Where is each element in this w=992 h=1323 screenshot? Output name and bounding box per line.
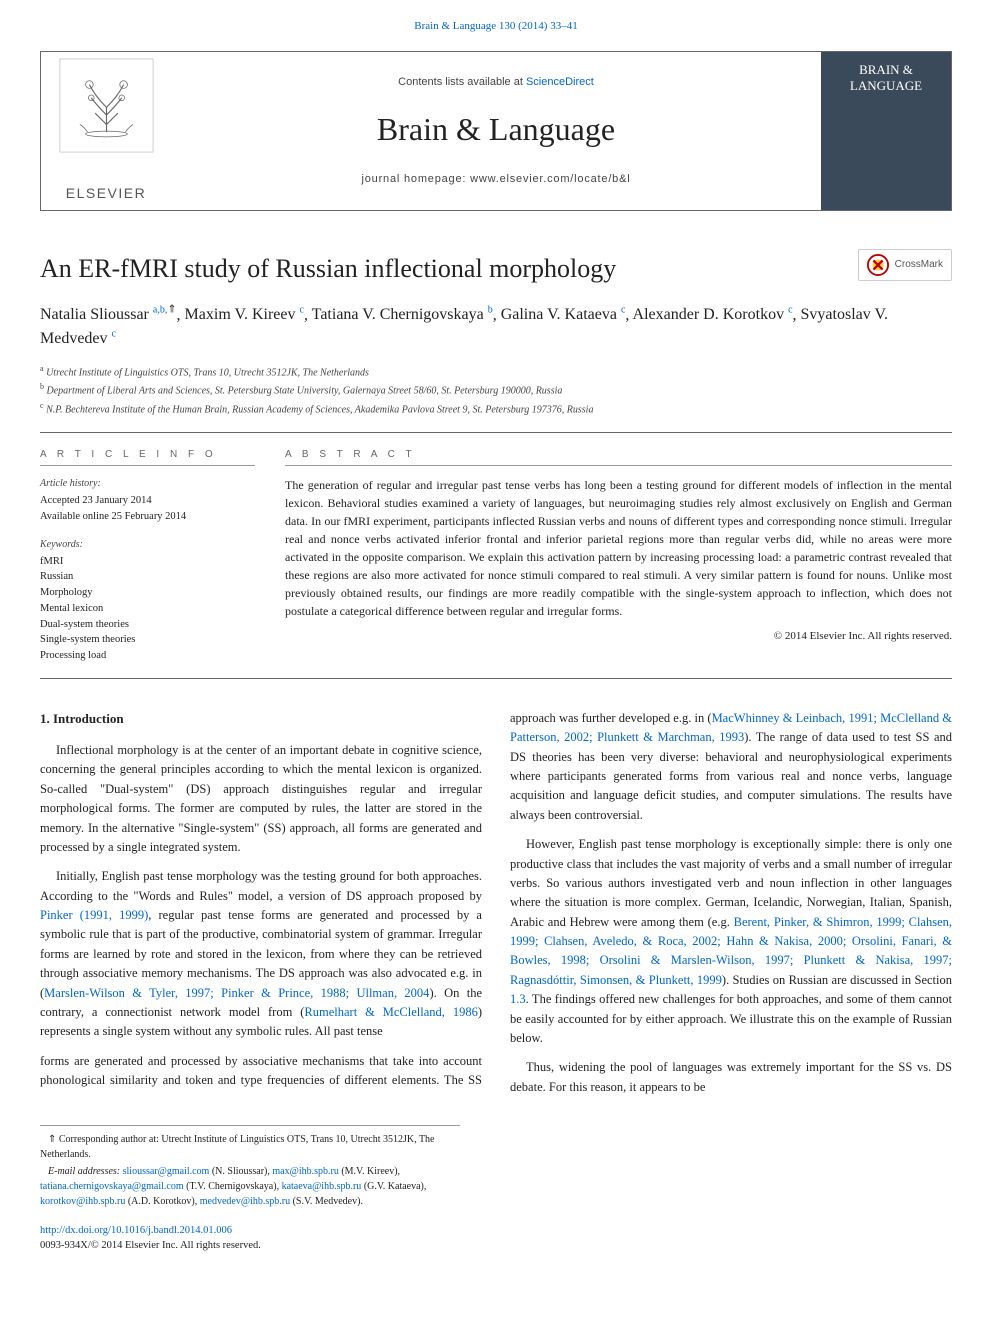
section-heading-1: 1. Introduction xyxy=(40,709,482,729)
masthead: ELSEVIER Contents lists available at Sci… xyxy=(40,51,952,211)
homepage-prefix: journal homepage: xyxy=(362,173,471,185)
doi-block: http://dx.doi.org/10.1016/j.bandl.2014.0… xyxy=(40,1223,952,1255)
journal-homepage: journal homepage: www.elsevier.com/locat… xyxy=(362,171,631,188)
abstract-text: The generation of regular and irregular … xyxy=(285,476,952,620)
corr-star: ⇑ xyxy=(48,1134,56,1145)
journal-cover-thumb: BRAIN & LANGUAGE xyxy=(821,52,951,210)
masthead-left: ELSEVIER xyxy=(41,52,171,210)
doi-link[interactable]: http://dx.doi.org/10.1016/j.bandl.2014.0… xyxy=(40,1225,232,1236)
divider-top xyxy=(40,432,952,433)
keywords-list: fMRIRussianMorphologyMental lexiconDual-… xyxy=(40,554,255,664)
contents-prefix: Contents lists available at xyxy=(398,76,526,88)
elsevier-tree-logo xyxy=(59,58,154,153)
affiliations: a Utrecht Institute of Linguistics OTS, … xyxy=(40,363,952,418)
sciencedirect-link[interactable]: ScienceDirect xyxy=(526,76,594,88)
article-title: An ER-fMRI study of Russian inflectional… xyxy=(40,249,952,288)
abstract-label: A B S T R A C T xyxy=(285,447,952,466)
cover-title: BRAIN & LANGUAGE xyxy=(850,62,922,96)
homepage-url: www.elsevier.com/locate/b&l xyxy=(470,173,630,185)
elsevier-wordmark: ELSEVIER xyxy=(66,183,146,204)
author-list: Natalia Slioussar a,b,⇑, Maxim V. Kireev… xyxy=(40,302,952,352)
email-label: E-mail addresses: xyxy=(48,1166,120,1177)
journal-title: Brain & Language xyxy=(377,105,615,153)
info-abstract-row: A R T I C L E I N F O Article history: A… xyxy=(40,447,952,664)
journal-citation-link[interactable]: Brain & Language 130 (2014) 33–41 xyxy=(414,20,577,32)
article-info-label: A R T I C L E I N F O xyxy=(40,447,255,466)
issn-line: 0093-934X/© 2014 Elsevier Inc. All right… xyxy=(40,1240,261,1251)
corresponding-note: ⇑ Corresponding author at: Utrecht Insti… xyxy=(40,1132,460,1162)
crossmark-icon xyxy=(867,254,889,276)
footnote-block: ⇑ Corresponding author at: Utrecht Insti… xyxy=(40,1125,460,1209)
masthead-center: Contents lists available at ScienceDirec… xyxy=(171,52,821,210)
article-info-column: A R T I C L E I N F O Article history: A… xyxy=(40,447,255,664)
corr-text: Corresponding author at: Utrecht Institu… xyxy=(40,1134,435,1160)
crossmark-badge[interactable]: CrossMark xyxy=(858,249,952,281)
history-label: Article history: xyxy=(40,476,255,491)
accepted-date: Accepted 23 January 2014 xyxy=(40,493,255,509)
contents-line: Contents lists available at ScienceDirec… xyxy=(398,74,594,91)
cover-title-line2: LANGUAGE xyxy=(850,78,922,95)
email-block: E-mail addresses: slioussar@gmail.com (N… xyxy=(40,1164,460,1209)
abstract-column: A B S T R A C T The generation of regula… xyxy=(285,447,952,664)
cover-title-line1: BRAIN & xyxy=(850,62,922,79)
title-block: CrossMark An ER-fMRI study of Russian in… xyxy=(40,249,952,419)
copyright-line: © 2014 Elsevier Inc. All rights reserved… xyxy=(285,628,952,645)
divider-bottom xyxy=(40,678,952,679)
crossmark-label: CrossMark xyxy=(895,257,943,272)
online-date: Available online 25 February 2014 xyxy=(40,509,255,525)
body-text: 1. Introduction Inflectional morphology … xyxy=(40,709,952,1099)
keywords-label: Keywords: xyxy=(40,537,255,552)
journal-citation: Brain & Language 130 (2014) 33–41 xyxy=(0,0,992,45)
